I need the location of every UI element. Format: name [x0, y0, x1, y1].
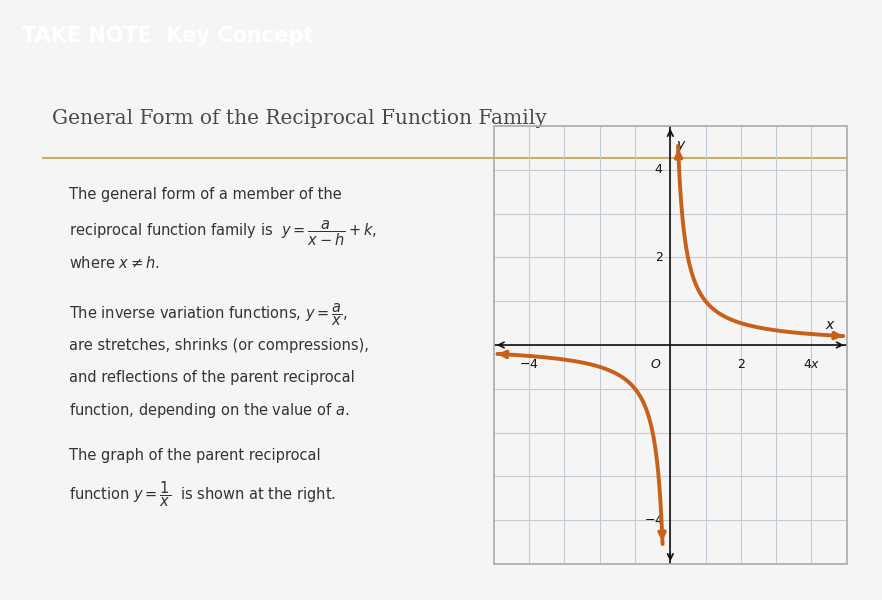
Text: $4x$: $4x$: [803, 358, 820, 371]
Text: reciprocal function family is  $y = \dfrac{a}{x-h} + k,$: reciprocal function family is $y = \dfra…: [70, 218, 377, 248]
Text: $4$: $4$: [654, 163, 663, 176]
Text: TAKE NOTE  Key Concept: TAKE NOTE Key Concept: [22, 26, 313, 46]
Text: $2$: $2$: [654, 251, 663, 264]
Text: and reflections of the parent reciprocal: and reflections of the parent reciprocal: [70, 370, 355, 385]
Text: $-4$: $-4$: [644, 514, 663, 527]
Text: $2$: $2$: [736, 358, 745, 371]
Text: $O$: $O$: [650, 358, 662, 371]
Text: $x$: $x$: [826, 318, 836, 332]
Text: General Form of the Reciprocal Function Family: General Form of the Reciprocal Function …: [52, 109, 547, 128]
Text: The graph of the parent reciprocal: The graph of the parent reciprocal: [70, 448, 321, 463]
Text: $y$: $y$: [676, 139, 686, 154]
Text: where $x \neq h.$: where $x \neq h.$: [70, 254, 161, 271]
Text: function, depending on the value of $a.$: function, depending on the value of $a.$: [70, 401, 349, 420]
Text: $-4$: $-4$: [519, 358, 539, 371]
Text: The general form of a member of the: The general form of a member of the: [70, 187, 342, 202]
Text: function $y = \dfrac{1}{x}$  is shown at the right.: function $y = \dfrac{1}{x}$ is shown at …: [70, 479, 336, 509]
Text: The inverse variation functions, $y = \dfrac{a}{x},$: The inverse variation functions, $y = \d…: [70, 302, 348, 328]
Text: are stretches, shrinks (or compressions),: are stretches, shrinks (or compressions)…: [70, 338, 370, 353]
